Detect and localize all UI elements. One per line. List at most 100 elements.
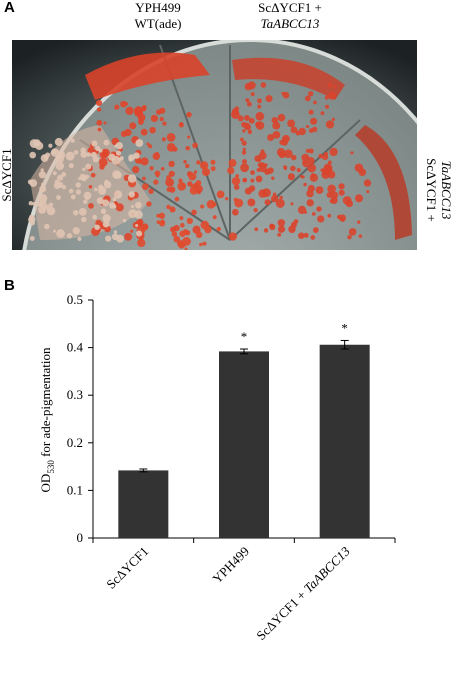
colony — [327, 213, 332, 218]
colony — [153, 179, 159, 185]
colony — [325, 104, 330, 109]
colony — [146, 201, 152, 207]
colony — [140, 128, 148, 136]
colony — [216, 226, 221, 232]
colony — [323, 165, 333, 175]
colony — [313, 100, 317, 105]
colony — [142, 176, 146, 181]
colony — [325, 120, 335, 129]
colony — [327, 160, 332, 165]
colony — [52, 171, 57, 176]
colony — [45, 152, 51, 158]
colony — [244, 82, 253, 91]
colony — [171, 231, 178, 237]
colony — [113, 230, 118, 234]
colony — [263, 228, 269, 233]
colony — [68, 163, 74, 169]
colony — [132, 166, 140, 174]
colony — [146, 142, 150, 146]
colony — [338, 183, 345, 190]
colony — [73, 209, 79, 216]
colony — [113, 190, 123, 199]
colony — [32, 202, 36, 206]
colony — [242, 129, 246, 133]
colony — [195, 180, 202, 186]
colony — [183, 160, 187, 164]
colony — [135, 223, 139, 227]
colony — [192, 142, 198, 149]
colony — [186, 217, 193, 225]
colony — [77, 237, 82, 241]
colony — [29, 236, 35, 242]
colony — [130, 229, 134, 233]
colony — [177, 240, 185, 248]
colony — [115, 142, 123, 150]
y-tick-label: 0.2 — [67, 435, 83, 450]
colony — [78, 207, 87, 216]
colony — [277, 113, 286, 122]
colony — [304, 95, 311, 102]
colony — [233, 184, 240, 190]
colony — [112, 204, 117, 209]
colony — [166, 132, 176, 142]
colony — [182, 183, 186, 187]
colony — [206, 199, 216, 209]
panel-label: B — [4, 277, 15, 294]
colony — [264, 199, 271, 206]
colony — [168, 170, 175, 177]
colony — [102, 214, 111, 223]
colony — [340, 218, 345, 222]
colony — [227, 166, 235, 175]
colony — [271, 176, 275, 180]
colony — [244, 187, 252, 195]
error-bar — [340, 339, 349, 350]
y-tick-label: 0.4 — [67, 340, 84, 355]
colony — [277, 232, 282, 237]
colony — [193, 170, 198, 174]
colony — [298, 127, 306, 136]
colony — [247, 129, 253, 135]
colony — [96, 197, 104, 205]
colony — [308, 128, 314, 134]
colony — [128, 154, 135, 161]
colony — [105, 235, 112, 242]
colony — [150, 114, 159, 123]
colony — [231, 110, 240, 119]
colony — [166, 204, 171, 210]
colony — [75, 182, 81, 188]
colony — [160, 167, 165, 171]
error-bar — [139, 468, 148, 473]
colony — [80, 151, 88, 158]
colony — [38, 205, 47, 214]
colony — [241, 159, 247, 165]
colony — [120, 100, 127, 108]
colony — [70, 138, 75, 143]
colony — [103, 121, 107, 125]
colony — [283, 166, 287, 171]
colony — [216, 190, 225, 199]
colony — [329, 147, 338, 157]
colony — [300, 175, 304, 179]
colony — [298, 232, 305, 239]
colony — [101, 148, 110, 158]
colony — [308, 109, 314, 115]
colony — [363, 179, 372, 187]
colony — [54, 137, 63, 146]
strain-label: YPH499 — [135, 0, 181, 15]
colony — [159, 116, 164, 122]
strain-label: ScΔYCF1 + — [424, 158, 439, 222]
colony — [98, 148, 103, 153]
colony — [57, 174, 64, 181]
colony — [97, 107, 102, 112]
y-tick-label: 0.1 — [67, 482, 83, 497]
colony — [202, 241, 207, 246]
colony — [277, 225, 286, 233]
colony — [232, 208, 239, 216]
bar — [118, 470, 169, 538]
colony — [27, 179, 33, 185]
colony — [83, 199, 88, 204]
colony — [190, 184, 195, 189]
colony — [250, 178, 255, 183]
colony — [201, 167, 211, 177]
colony — [250, 170, 255, 176]
